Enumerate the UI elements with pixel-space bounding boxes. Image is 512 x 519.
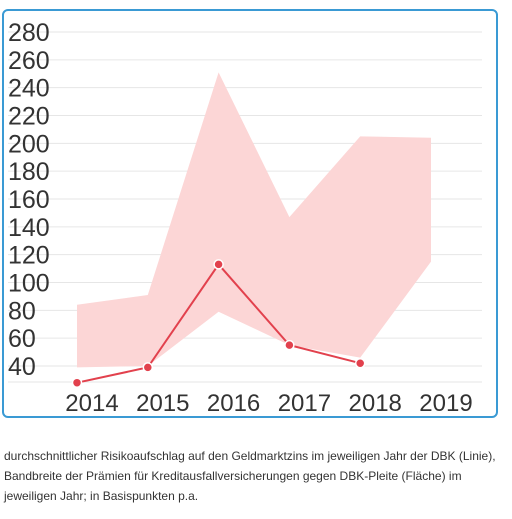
chart-caption: durchschnittlicher Risikoaufschlag auf d… xyxy=(4,449,496,503)
y-tick-label: 80 xyxy=(8,297,36,325)
risk-premium-point xyxy=(213,259,224,270)
x-tick-label: 2017 xyxy=(278,390,331,416)
x-tick-label: 2014 xyxy=(65,390,118,416)
x-tick-label: 2019 xyxy=(419,390,472,416)
x-tick-label: 2018 xyxy=(349,390,402,416)
x-tick-label: 2016 xyxy=(207,390,260,416)
y-tick-label: 120 xyxy=(8,242,50,270)
y-tick-label: 220 xyxy=(8,103,50,131)
y-tick-label: 240 xyxy=(8,75,50,103)
y-tick-label: 200 xyxy=(8,130,50,158)
y-tick-label: 280 xyxy=(8,19,50,47)
x-tick-label: 2015 xyxy=(136,390,189,416)
y-tick-label: 40 xyxy=(8,353,36,381)
chart-frame: 280 260 240 220 200 180 160 140 120 100 80 60 40 2014… xyxy=(2,9,498,418)
risk-premium-point xyxy=(71,377,83,388)
y-tick-label: 160 xyxy=(8,186,50,214)
risk-premium-point xyxy=(142,362,154,373)
y-tick-label: 100 xyxy=(8,270,50,298)
y-tick-label: 260 xyxy=(8,47,50,75)
premium-range-band xyxy=(77,72,431,368)
risk-premium-point xyxy=(354,357,366,369)
y-tick-label: 60 xyxy=(8,325,36,353)
risk-premium-point xyxy=(284,339,295,351)
y-tick-label: 180 xyxy=(8,158,50,186)
y-tick-label: 140 xyxy=(8,214,50,242)
